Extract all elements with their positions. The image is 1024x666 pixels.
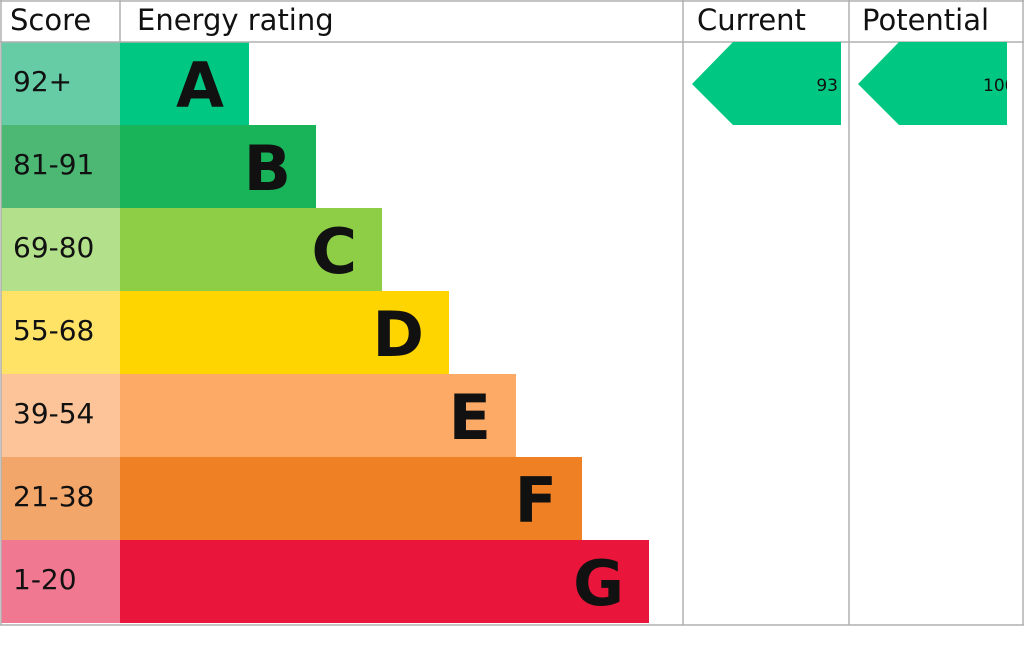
band-letter: G — [573, 547, 624, 620]
band-letter: B — [244, 132, 291, 205]
score-label: 39-54 — [13, 397, 94, 430]
band-letter: E — [449, 381, 491, 454]
band-letter: C — [311, 215, 357, 288]
score-label: 21-38 — [13, 480, 94, 513]
band-bar — [120, 42, 249, 125]
rating-rows: 92+ A 81-91 B 69-80 C 55-68 D 39-54 E 21-38 F 1-20 G — [1, 42, 649, 623]
band-bar — [120, 457, 582, 540]
score-label: 81-91 — [13, 148, 94, 181]
potential-value: 100 — [983, 76, 1015, 96]
score-label: 55-68 — [13, 314, 94, 347]
score-label: 1-20 — [13, 563, 77, 596]
score-label: 69-80 — [13, 231, 94, 264]
band-bar — [120, 291, 449, 374]
current-value: 93 — [816, 76, 838, 96]
score-cell — [1, 125, 120, 208]
score-cell — [1, 208, 120, 291]
header-current: Current — [697, 3, 806, 37]
current-arrow — [692, 42, 841, 125]
band-letter: D — [373, 298, 424, 371]
potential-arrow — [858, 42, 1007, 125]
band-bar — [120, 125, 316, 208]
band-bar — [120, 374, 516, 457]
band-letter: A — [176, 49, 224, 122]
score-cell — [1, 374, 120, 457]
band-bar — [120, 540, 649, 623]
band-letter: F — [515, 464, 557, 537]
score-cell — [1, 457, 120, 540]
score-cell — [1, 42, 120, 125]
score-cell — [1, 540, 120, 623]
score-label: 92+ — [13, 65, 72, 98]
band-bar — [120, 208, 382, 291]
header-potential: Potential — [862, 3, 989, 37]
header-score: Score — [10, 3, 91, 37]
header-rating: Energy rating — [137, 3, 334, 37]
score-cell — [1, 291, 120, 374]
